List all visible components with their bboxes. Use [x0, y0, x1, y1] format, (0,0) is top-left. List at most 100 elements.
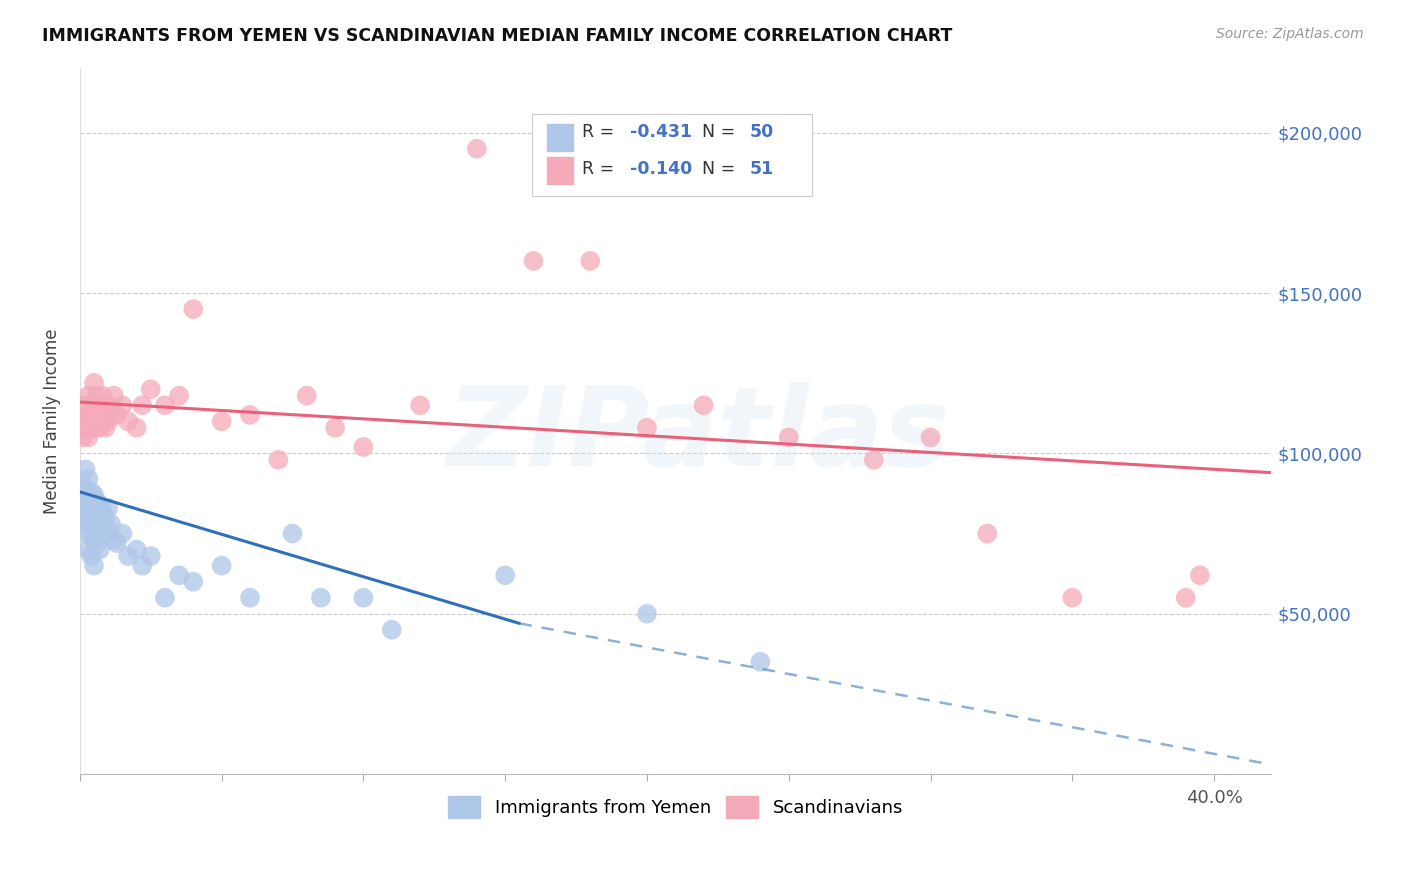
Point: [89, 520, 111, 534]
Point: [83, 398, 105, 412]
Point: [80, 504, 103, 518]
Point: [77, 542, 100, 557]
Point: [83, 376, 105, 390]
Point: [105, 408, 128, 422]
Point: [153, 398, 176, 412]
Point: [80, 421, 103, 435]
Point: [352, 591, 374, 605]
Point: [91, 408, 114, 422]
Point: [1188, 568, 1211, 582]
Point: [494, 568, 516, 582]
Bar: [547, 157, 572, 185]
Point: [72, 494, 94, 508]
Point: [920, 430, 942, 444]
Point: [117, 549, 139, 563]
FancyBboxPatch shape: [533, 114, 813, 195]
Point: [465, 142, 488, 156]
Point: [103, 389, 125, 403]
Point: [239, 408, 262, 422]
Point: [125, 542, 148, 557]
Point: [267, 452, 290, 467]
Point: [211, 558, 233, 573]
Point: [352, 440, 374, 454]
Point: [83, 558, 105, 573]
Point: [89, 398, 111, 412]
Text: IMMIGRANTS FROM YEMEN VS SCANDINAVIAN MEDIAN FAMILY INCOME CORRELATION CHART: IMMIGRANTS FROM YEMEN VS SCANDINAVIAN ME…: [42, 27, 952, 45]
Point: [83, 488, 105, 502]
Text: N =: N =: [702, 123, 741, 141]
Point: [409, 398, 432, 412]
Point: [97, 398, 120, 412]
Text: Source: ZipAtlas.com: Source: ZipAtlas.com: [1216, 27, 1364, 41]
Text: R =: R =: [582, 160, 620, 178]
Point: [1174, 591, 1197, 605]
Point: [83, 510, 105, 524]
Point: [309, 591, 332, 605]
Point: [579, 254, 602, 268]
Point: [97, 414, 120, 428]
Point: [522, 254, 544, 268]
Point: [295, 389, 318, 403]
Point: [80, 549, 103, 563]
Point: [75, 504, 97, 518]
Point: [94, 421, 117, 435]
Point: [77, 516, 100, 531]
Text: N =: N =: [702, 160, 741, 178]
Point: [167, 568, 190, 582]
Text: -0.140: -0.140: [630, 160, 692, 178]
Point: [167, 389, 190, 403]
Point: [75, 398, 97, 412]
Point: [86, 389, 108, 403]
Point: [111, 398, 134, 412]
Point: [636, 421, 658, 435]
Text: R =: R =: [582, 123, 620, 141]
Point: [80, 484, 103, 499]
Point: [72, 430, 94, 444]
Y-axis label: Median Family Income: Median Family Income: [44, 328, 60, 514]
Point: [153, 591, 176, 605]
Point: [181, 574, 204, 589]
Point: [91, 526, 114, 541]
Point: [778, 430, 800, 444]
Text: 50: 50: [749, 123, 773, 141]
Point: [100, 408, 122, 422]
Point: [94, 510, 117, 524]
Point: [86, 494, 108, 508]
Bar: [547, 124, 572, 151]
Point: [72, 478, 94, 492]
Point: [381, 623, 404, 637]
Point: [1062, 591, 1084, 605]
Text: -0.431: -0.431: [630, 123, 692, 141]
Point: [976, 526, 998, 541]
Point: [77, 389, 100, 403]
Legend: Immigrants from Yemen, Scandinavians: Immigrants from Yemen, Scandinavians: [440, 789, 910, 825]
Point: [89, 542, 111, 557]
Point: [131, 398, 153, 412]
Point: [86, 414, 108, 428]
Point: [91, 389, 114, 403]
Point: [97, 500, 120, 515]
Point: [111, 526, 134, 541]
Point: [239, 591, 262, 605]
Point: [211, 414, 233, 428]
Point: [75, 462, 97, 476]
Point: [75, 484, 97, 499]
Point: [749, 655, 772, 669]
Point: [75, 526, 97, 541]
Point: [100, 516, 122, 531]
Point: [131, 558, 153, 573]
Point: [77, 472, 100, 486]
Point: [86, 516, 108, 531]
Point: [89, 498, 111, 512]
Point: [77, 408, 100, 422]
Point: [139, 382, 162, 396]
Point: [91, 504, 114, 518]
Point: [323, 421, 346, 435]
Point: [72, 414, 94, 428]
Point: [86, 536, 108, 550]
Point: [105, 536, 128, 550]
Point: [77, 430, 100, 444]
Point: [89, 421, 111, 435]
Point: [125, 421, 148, 435]
Text: ZIPatlas: ZIPatlas: [447, 382, 950, 489]
